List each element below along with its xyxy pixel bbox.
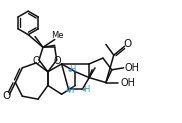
- Text: Me: Me: [52, 31, 64, 40]
- Text: H: H: [67, 86, 74, 95]
- Text: O: O: [123, 39, 132, 49]
- Text: O: O: [2, 91, 11, 101]
- Text: H: H: [83, 85, 89, 94]
- Text: O: O: [32, 56, 40, 66]
- Text: OH: OH: [125, 63, 140, 73]
- Text: O: O: [54, 56, 62, 66]
- Text: OH: OH: [120, 78, 135, 88]
- Text: H: H: [69, 65, 76, 74]
